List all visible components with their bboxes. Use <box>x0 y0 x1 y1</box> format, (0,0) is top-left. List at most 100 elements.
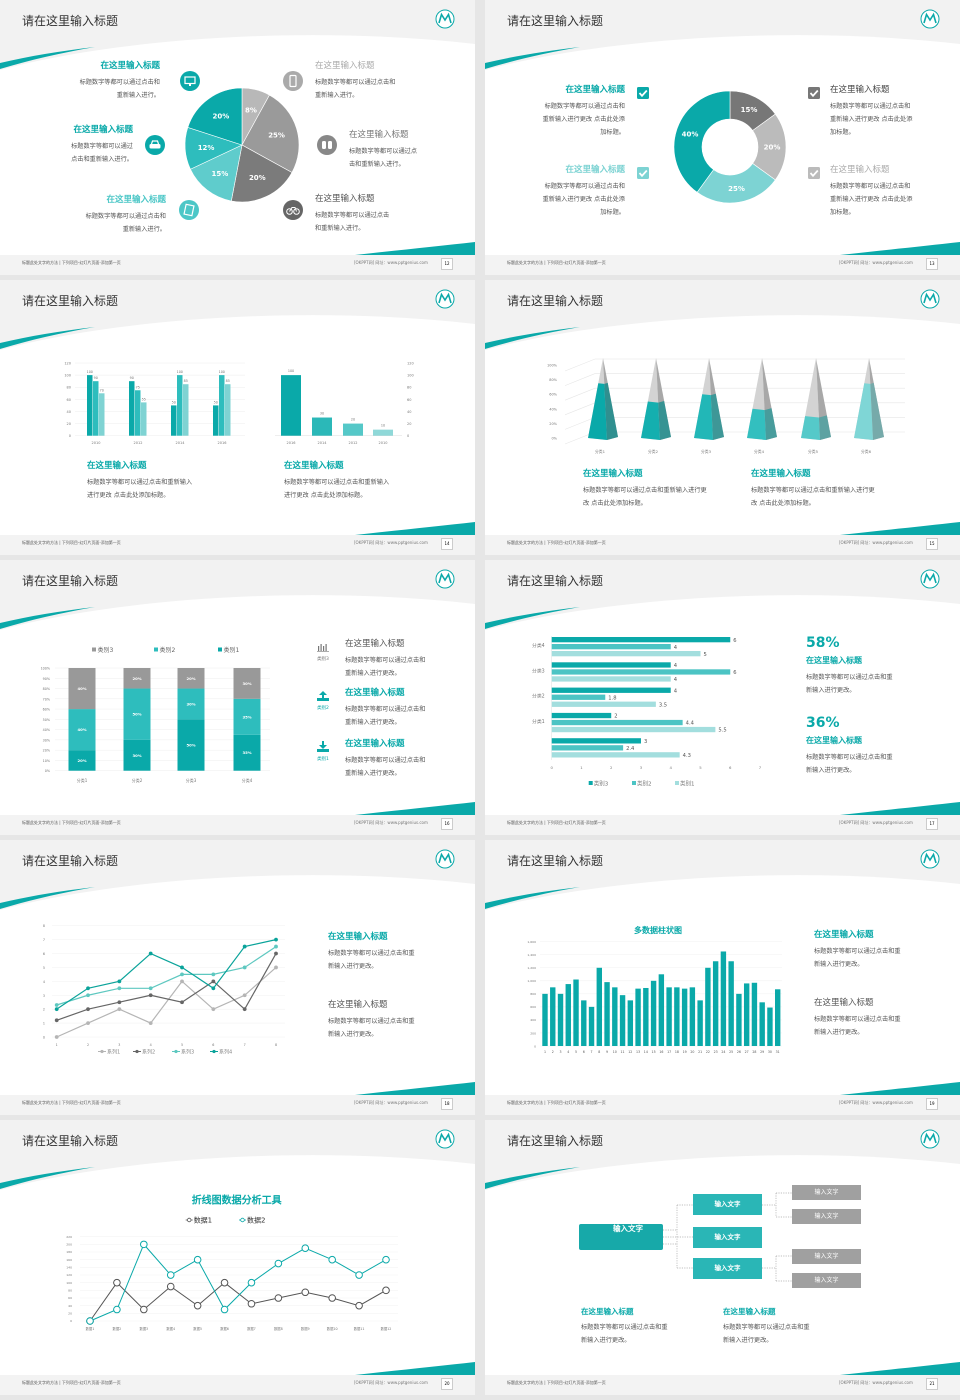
y-tick-label: 80% <box>549 378 557 382</box>
bar-value-label: 50 <box>172 400 176 404</box>
bar-value-label: 4 <box>674 688 678 694</box>
logo-icon <box>435 569 455 589</box>
checkbox-checked-icon[interactable] <box>808 167 820 179</box>
checkbox-checked-icon[interactable] <box>808 87 820 99</box>
bar-value-label: 5 <box>704 652 707 658</box>
data-point <box>193 1255 202 1264</box>
bar <box>551 694 606 700</box>
data-point <box>211 986 216 991</box>
data-point <box>242 944 247 949</box>
block-heading: 在这里输入标题 <box>328 932 388 942</box>
series-line <box>89 1281 387 1322</box>
y-category-label: 分类4 <box>532 642 545 649</box>
series-line <box>89 1243 387 1322</box>
bar <box>551 719 683 726</box>
slice-label: 12% <box>198 144 215 152</box>
x-tick-label: 分类1 <box>595 449 606 454</box>
slide-14: 0 20 40 60 80 100 120 2010 100 90 70 2012 90 75 55 2014… <box>0 280 475 555</box>
connector-line <box>663 1204 693 1269</box>
bar <box>551 726 716 733</box>
data-point <box>355 1271 363 1279</box>
x-tick-label: 分类4 <box>754 449 765 454</box>
x-tick-label: 数据7 <box>247 1326 256 1331</box>
legend-label: 类别2 <box>160 646 176 654</box>
x-tick-label: 5 <box>181 1043 183 1047</box>
slide-18: 0 1 2 3 4 5 6 7 8 1 2 3 4 5 6 7 8 系列1 系列2 系列3 系列4 请在这里输入标题 标题此… <box>0 840 475 1115</box>
tree-leaf-node[interactable]: 输入文字 <box>792 1273 861 1288</box>
footer-left: 标题此处文字的方法 | 下列项目-幻灯片页面-添加第一页 <box>507 1380 606 1385</box>
x-tick-label: 19 <box>683 1050 687 1054</box>
tree-child-node[interactable]: 输入文字 <box>693 1227 762 1248</box>
y-tick-label: 160 <box>66 1258 72 1262</box>
bar <box>551 745 624 751</box>
bar-value-label: 4.4 <box>686 721 695 727</box>
x-tick-label: 0 <box>550 765 553 770</box>
block-body: 标题数字等都可以通过点击和 重新输入进行更改。 <box>345 706 426 727</box>
tree-child-node[interactable]: 输入文字 <box>693 1258 762 1279</box>
text-block: 在这里输入标题 标题数字等都可以通过点击和 重新输入进行。 <box>315 61 445 102</box>
data-point <box>242 993 247 998</box>
bar <box>612 987 618 1046</box>
slide-background <box>0 1120 475 1395</box>
footer-right: [OKPPT网] 网址：www.pptgenius.com <box>354 260 428 265</box>
block-heading: 在这里输入标题 <box>284 461 344 471</box>
stat-value: 36% <box>806 715 840 731</box>
x-tick-label: 7 <box>591 1050 593 1054</box>
chart-title: 折线图数据分析工具 <box>192 1194 282 1207</box>
bar <box>551 637 731 643</box>
y-tick-label: 80 <box>407 386 411 390</box>
bar <box>720 951 727 1046</box>
x-tick-label: 13 <box>636 1050 640 1054</box>
data-point <box>148 1021 153 1025</box>
x-tick-label: 分类3 <box>701 449 712 454</box>
data-point <box>148 986 153 991</box>
tree-leaf-node[interactable]: 输入文字 <box>792 1185 861 1200</box>
tree-node-label[interactable]: 输入文字 <box>613 1224 643 1233</box>
stacked-bar-segment <box>68 709 96 751</box>
x-tick-label: 2 <box>87 1043 89 1047</box>
y-tick-label: 80 <box>68 1289 72 1293</box>
tree-leaf-node[interactable]: 输入文字 <box>792 1209 861 1224</box>
block-body: 标题数字等都可以通过点击和重 新输入进行更改。 <box>328 950 415 971</box>
bar <box>588 1006 595 1046</box>
y-tick-label: 4 <box>43 980 45 984</box>
bar-value-label: 70 <box>100 388 104 392</box>
data-point <box>54 1003 59 1007</box>
bar <box>681 988 688 1046</box>
footer-right: [OKPPT网] 网址：www.pptgenius.com <box>354 820 428 825</box>
slide-title: 请在这里输入标题 <box>507 1134 604 1148</box>
logo-icon <box>435 1129 455 1149</box>
tree-child-node[interactable]: 输入文字 <box>693 1194 762 1215</box>
bar-value-label: 100 <box>219 370 225 374</box>
block-heading: 在这里输入标题 <box>814 930 874 940</box>
bar <box>542 993 548 1046</box>
bar <box>551 662 671 668</box>
x-tick-label: 数据9 <box>301 1326 310 1331</box>
gridline <box>564 387 905 401</box>
accent-swoosh <box>355 1362 475 1375</box>
bar <box>674 987 680 1046</box>
segment-label: 20% <box>186 676 195 681</box>
y-tick-label: 20% <box>43 749 50 753</box>
y-tick-label: 7 <box>43 938 45 942</box>
checkbox-checked-icon[interactable] <box>637 167 649 179</box>
bar <box>551 644 671 650</box>
bar-value-label: 75 <box>136 385 140 389</box>
tree-root-node[interactable]: 输入文字 <box>579 1224 663 1250</box>
data-point <box>382 1255 390 1264</box>
tree-leaf-node[interactable]: 输入文字 <box>792 1249 861 1264</box>
block-body: 标题数字等都可以通过点 击和重新输入进行。 <box>349 148 418 169</box>
slide-title: 请在这里输入标题 <box>507 574 604 588</box>
checkbox-checked-icon[interactable] <box>637 87 649 99</box>
slice-label: 8% <box>245 107 257 115</box>
legend-swatch <box>92 647 96 652</box>
slice-label: 25% <box>728 185 745 193</box>
series-line <box>56 939 277 1010</box>
x-tick-label: 25 <box>729 1050 733 1054</box>
page-number: 17 <box>926 818 938 830</box>
page-number: 19 <box>926 1098 938 1110</box>
x-tick-label: 10 <box>613 1050 617 1054</box>
block-heading: 在这里输入标题 <box>345 639 405 649</box>
bar-value-label: 30 <box>320 412 324 416</box>
block-body: 标题数字等都可以通过点击和 重新输入进行。 <box>85 213 166 234</box>
